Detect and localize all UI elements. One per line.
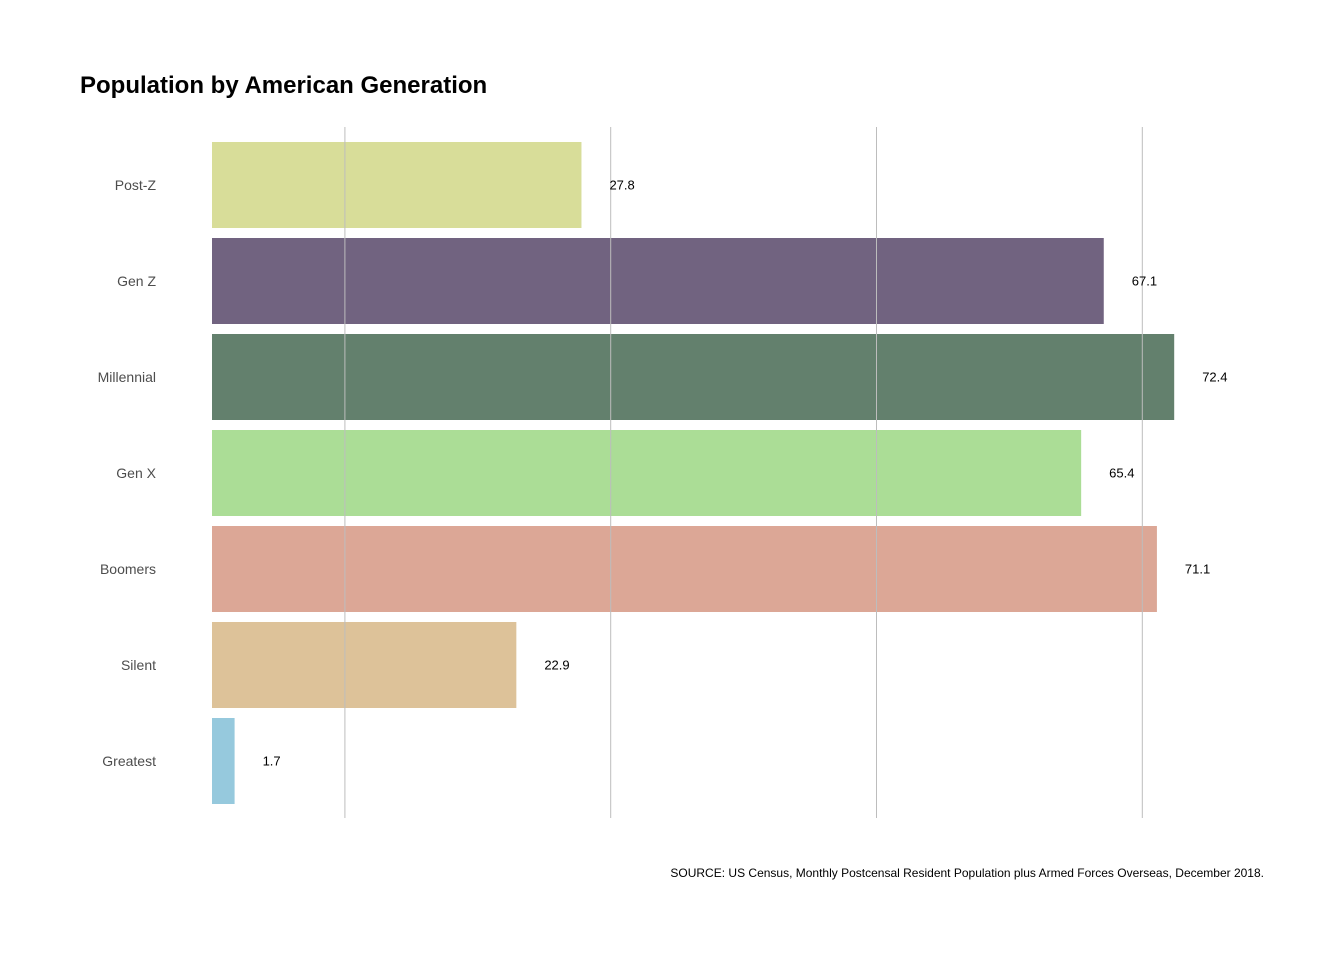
category-label-post-z: Post-Z: [115, 177, 157, 193]
value-label-greatest: 1.7: [263, 754, 281, 769]
bar-millennial: [212, 334, 1175, 420]
category-label-boomers: Boomers: [100, 561, 156, 577]
value-label-silent: 22.9: [544, 658, 569, 673]
labels-layer: Post-Z 27.8 Gen Z 67.1 Millennial 72.4 Gen X 65…: [98, 177, 1228, 769]
source-note: SOURCE: US Census, Monthly Postcensal Re…: [670, 866, 1264, 880]
value-label-millennial: 72.4: [1202, 370, 1227, 385]
value-label-boomers: 71.1: [1185, 562, 1210, 577]
value-label-gen-x: 65.4: [1109, 466, 1134, 481]
category-label-silent: Silent: [121, 657, 156, 673]
category-label-millennial: Millennial: [98, 369, 156, 385]
bar-gen-z: [212, 238, 1104, 324]
category-label-greatest: Greatest: [102, 753, 156, 769]
category-label-gen-z: Gen Z: [117, 273, 156, 289]
bars-layer: [212, 142, 1175, 804]
bar-silent: [212, 622, 517, 708]
value-label-gen-z: 67.1: [1132, 274, 1157, 289]
bar-post-z: [212, 142, 582, 228]
bar-greatest: [212, 718, 235, 804]
value-label-post-z: 27.8: [609, 178, 634, 193]
bar-boomers: [212, 526, 1157, 612]
bar-gen-x: [212, 430, 1082, 516]
gridlines: [344, 127, 1143, 818]
category-label-gen-x: Gen X: [116, 465, 156, 481]
chart-title: Population by American Generation: [80, 72, 488, 99]
